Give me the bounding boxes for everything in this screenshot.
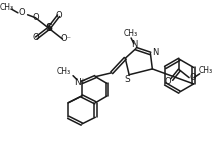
Text: O⁻: O⁻ — [61, 34, 72, 44]
Text: O: O — [32, 13, 39, 22]
Text: CH₃: CH₃ — [56, 67, 70, 76]
Text: O: O — [19, 8, 25, 17]
Text: CH₃: CH₃ — [198, 66, 213, 75]
Text: S: S — [124, 75, 130, 84]
Text: O: O — [190, 73, 196, 82]
Text: CH₃: CH₃ — [124, 29, 138, 38]
Text: O: O — [164, 77, 171, 86]
Text: CH₃: CH₃ — [0, 3, 13, 11]
Text: O: O — [33, 34, 40, 42]
Text: +: + — [80, 78, 86, 84]
Text: N: N — [74, 78, 81, 87]
Text: N: N — [131, 40, 137, 49]
Text: O: O — [55, 11, 62, 20]
Text: S: S — [45, 23, 52, 33]
Text: N: N — [152, 48, 158, 57]
